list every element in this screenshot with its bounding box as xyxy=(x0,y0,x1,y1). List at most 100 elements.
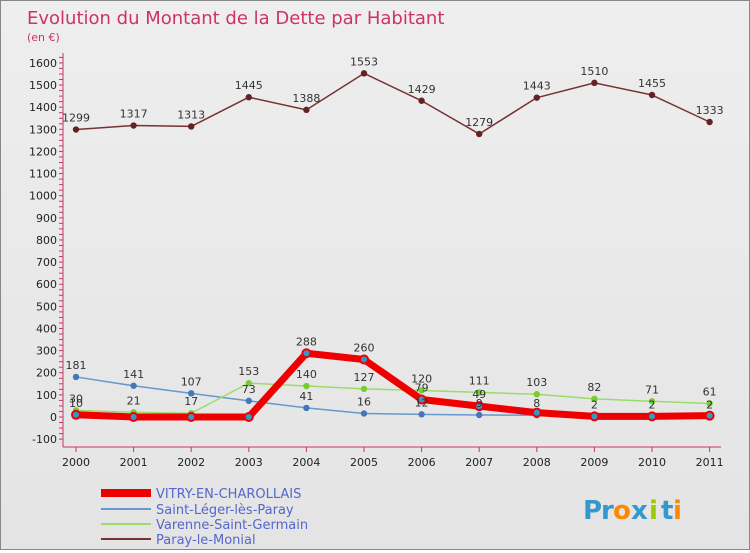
chart-subtitle: (en €) xyxy=(27,31,60,44)
legend-label: VITRY-EN-CHAROLLAIS xyxy=(156,487,301,502)
logo-letter: o xyxy=(613,496,631,526)
data-label: 2 xyxy=(591,399,598,412)
data-label: 10 xyxy=(69,397,83,410)
data-label: 8 xyxy=(533,397,540,410)
data-label: 1333 xyxy=(696,104,724,117)
legend-label: Varenne-Saint-Germain xyxy=(156,518,308,533)
data-label: 288 xyxy=(296,335,317,348)
data-point xyxy=(360,410,368,417)
data-label: 1455 xyxy=(638,77,666,90)
data-label: 1299 xyxy=(62,112,90,125)
series-layer xyxy=(71,70,715,422)
data-point xyxy=(589,411,600,422)
data-point xyxy=(418,387,425,394)
y-tick-label: 600 xyxy=(36,278,57,291)
x-tick-label: 2003 xyxy=(235,456,263,469)
data-point xyxy=(706,400,713,407)
data-point xyxy=(531,407,542,418)
series-line xyxy=(75,72,711,135)
x-tick-label: 2001 xyxy=(120,456,148,469)
data-point xyxy=(648,398,656,405)
data-label: 1429 xyxy=(408,83,436,96)
data-point xyxy=(72,126,80,133)
data-label: 30 xyxy=(69,392,83,405)
data-point xyxy=(186,412,197,422)
x-tick-label: 2009 xyxy=(580,456,608,469)
data-label: 111 xyxy=(469,374,490,387)
chart-title: Evolution du Montant de la Dette par Hab… xyxy=(27,8,444,29)
data-label: 1317 xyxy=(120,108,148,121)
data-point xyxy=(130,122,137,129)
data-label: 61 xyxy=(703,386,717,399)
data-point xyxy=(476,130,483,138)
data-label: 17 xyxy=(184,395,198,408)
y-tick-label: 400 xyxy=(36,322,57,335)
axes: -100 0 100 200 300 400 500 600 700 800 900 1000 1100… xyxy=(29,53,724,469)
data-label: 73 xyxy=(242,383,256,396)
data-label: 260 xyxy=(354,341,375,354)
y-tick-label: 500 xyxy=(36,300,57,313)
legend-label: Saint-Léger-lès-Paray xyxy=(156,503,294,518)
data-point xyxy=(418,411,425,418)
logo-letter: r xyxy=(601,496,614,526)
series-line xyxy=(72,349,714,421)
data-point xyxy=(130,382,137,389)
data-label: 107 xyxy=(181,375,202,388)
data-point xyxy=(188,390,195,397)
data-point xyxy=(245,94,252,101)
y-tick-label: 0 xyxy=(50,411,57,424)
data-point xyxy=(533,391,540,398)
data-point xyxy=(647,411,657,422)
y-tick-label: 1100 xyxy=(29,168,57,181)
logo-letter: x xyxy=(631,496,648,526)
data-label: 41 xyxy=(299,390,313,403)
x-tick-label: 2005 xyxy=(350,456,378,469)
y-tick-label: 1000 xyxy=(29,190,57,203)
logo-letter: i xyxy=(649,496,658,526)
x-tick-label: 2010 xyxy=(638,456,666,469)
x-tick-label: 2004 xyxy=(292,456,320,469)
data-point xyxy=(128,412,139,422)
data-label: 153 xyxy=(238,365,259,378)
series-line xyxy=(75,382,711,414)
y-tick-label: 800 xyxy=(36,234,57,247)
x-tick-label: 2011 xyxy=(696,456,724,469)
data-label: 103 xyxy=(526,376,547,389)
y-tick-label: 900 xyxy=(36,212,57,225)
data-label: 9 xyxy=(476,397,483,410)
data-point xyxy=(360,385,368,393)
data-label: 120 xyxy=(411,372,432,385)
data-point xyxy=(704,410,715,421)
y-tick-label: 1500 xyxy=(29,79,57,92)
data-label: 1279 xyxy=(465,116,493,129)
data-point xyxy=(474,401,485,412)
data-label: 2 xyxy=(649,399,656,412)
data-point xyxy=(243,412,254,422)
data-point xyxy=(706,118,713,126)
y-tick-label: 1200 xyxy=(29,145,57,158)
data-label: 49 xyxy=(472,388,486,401)
data-label: 2 xyxy=(706,399,713,412)
y-tick-label: 700 xyxy=(36,256,57,269)
data-point xyxy=(416,394,427,405)
x-tick-label: 2006 xyxy=(408,456,436,469)
legend-label: Paray-le-Monial xyxy=(156,533,256,548)
data-label: 1388 xyxy=(292,92,320,105)
data-label: 21 xyxy=(127,394,141,407)
data-point xyxy=(360,70,368,77)
x-tick-label: 2008 xyxy=(523,456,551,469)
data-point xyxy=(418,97,425,104)
logo-letter: t xyxy=(661,496,673,526)
data-label: 181 xyxy=(66,359,87,372)
data-point xyxy=(245,397,252,405)
data-label: 1553 xyxy=(350,55,378,68)
data-point xyxy=(648,91,656,99)
data-label: 1510 xyxy=(580,65,608,78)
data-point xyxy=(359,354,369,365)
data-point xyxy=(71,409,81,420)
data-point xyxy=(301,348,312,359)
logo-letter: i xyxy=(673,496,682,526)
